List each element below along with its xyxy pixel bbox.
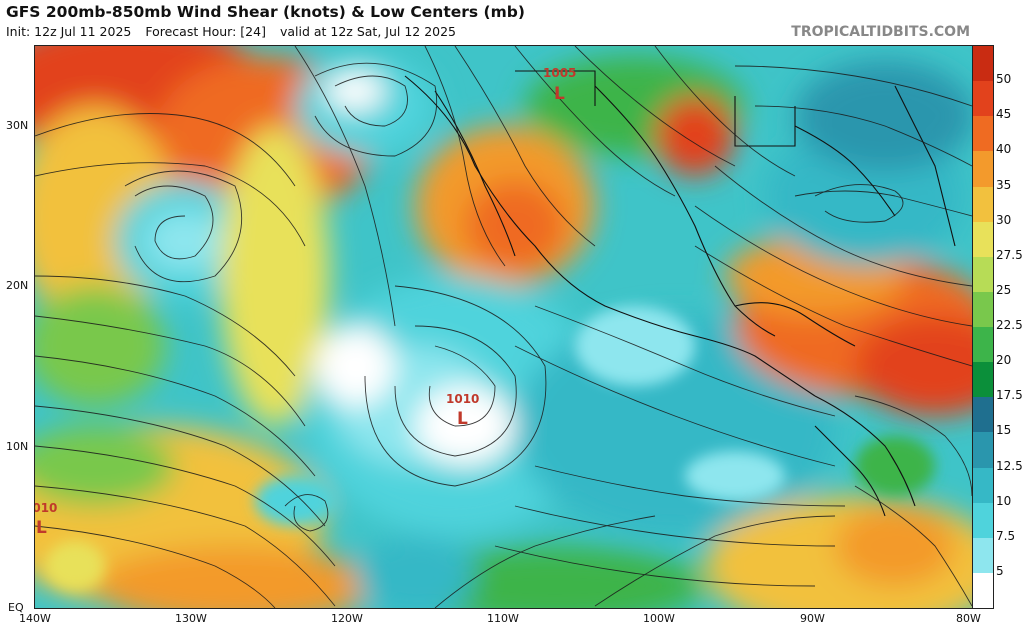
colorbar-tick-label: 45 [996,107,1012,122]
colorbar-segment [973,432,993,468]
lon-label-110w: 110W [487,612,519,625]
colorbar-tick-label: 22.5 [996,318,1023,332]
colorbar-tick-label: 35 [996,177,1012,192]
colorbar-tick-label: 7.5 [996,528,1016,543]
valid-time: valid at 12z Sat, Jul 12 2025 [279,24,457,39]
colorbar-segment [973,327,993,363]
low-center-1005: 1005 L [543,66,576,104]
colorbar-segment [973,362,993,398]
lat-label-20n: 20N [6,279,29,292]
low-1005-letter: L [554,84,565,104]
brand-watermark: TROPICALTIDBITS.COM [791,24,970,40]
colorbar-tick-label: 12.5 [996,458,1023,473]
colorbar-segment [973,467,993,503]
shear-colorbar [972,45,994,609]
low-center-1010-west: 1010 L [35,501,57,538]
lon-label-80w: 80W [956,612,981,625]
shear-map: 1005 L 1010 L 1010 L [34,45,973,609]
low-1005-pressure: 1005 [543,66,576,80]
streamlines [35,46,972,608]
shear-field-details [45,306,935,591]
colorbar-segment [973,291,993,327]
colorbar-segment [973,502,993,538]
colorbar-segment [973,46,993,82]
low-center-1010-east: 1010 L [446,392,479,429]
colorbar-segment [973,186,993,222]
lon-label-100w: 100W [643,612,675,625]
colorbar-tick-label: 15 [996,423,1012,438]
map-title: GFS 200mb-850mb Wind Shear (knots) & Low… [6,3,525,21]
lon-label-90w: 90W [800,612,825,625]
colorbar-tick-label: 5 [996,563,1004,578]
colorbar-tick-label: 50 [996,72,1012,87]
colorbar-segment [973,572,993,608]
lat-label-30n: 30N [6,119,29,132]
map-subtitle: Init: 12z Jul 11 2025 Forecast Hour: [24… [6,24,466,39]
colorbar-segment [973,151,993,187]
lat-label-10n: 10N [6,440,29,453]
colorbar-segment [973,256,993,292]
colorbar-segment [973,397,993,433]
forecast-hour: Forecast Hour: [24] [145,24,266,39]
colorbar-tick-label: 40 [996,142,1012,157]
low-1010-east-pressure: 1010 [446,392,479,406]
colorbar-segment [973,537,993,573]
lat-label-eq: EQ [8,601,24,614]
lon-label-130w: 130W [175,612,207,625]
shear-map-svg: 1005 L 1010 L 1010 L [35,46,972,608]
low-1010-west-letter: L [36,518,47,538]
coastlines [404,70,956,517]
colorbar-tick-label: 20 [996,353,1012,368]
colorbar-tick-label: 25 [996,282,1012,297]
colorbar-tick-label: 27.5 [996,247,1023,262]
colorbar-segment [973,81,993,117]
init-time: Init: 12z Jul 11 2025 [6,24,132,39]
lon-label-140w: 140W [19,612,51,625]
colorbar-tick-label: 30 [996,212,1012,227]
low-1010-west-pressure: 1010 [35,501,57,515]
colorbar-segment [973,116,993,152]
lon-label-120w: 120W [331,612,363,625]
colorbar-segment [973,221,993,257]
colorbar-tick-label: 17.5 [996,388,1023,403]
low-1010-east-letter: L [457,409,468,429]
colorbar-tick-label: 10 [996,493,1012,508]
